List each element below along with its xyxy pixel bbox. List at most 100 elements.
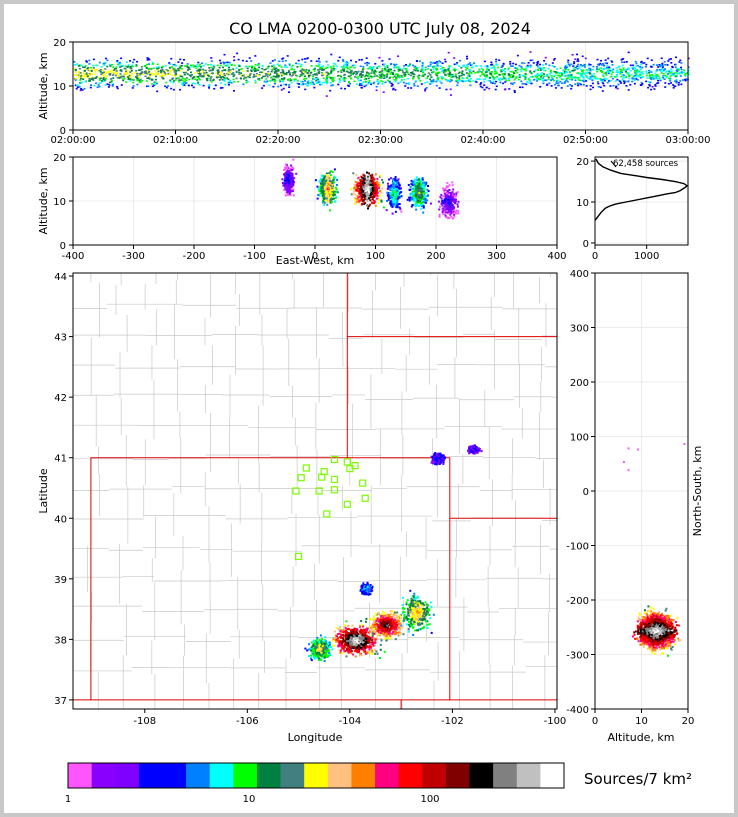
time-height-source <box>135 70 138 72</box>
time-height-source <box>452 69 455 71</box>
time-height-source <box>623 82 626 85</box>
time-height-source <box>90 84 92 86</box>
time-height-source <box>449 88 452 91</box>
time-height-source <box>663 78 666 80</box>
time-height-source <box>681 72 684 75</box>
time-height-source <box>371 69 373 71</box>
ew-height-source <box>448 212 451 215</box>
time-height-source <box>466 75 469 77</box>
time-height-source <box>405 69 408 72</box>
ew-height-source <box>377 183 380 186</box>
time-height-source <box>491 82 494 84</box>
time-height-source <box>678 72 681 74</box>
ew-height-source <box>331 187 334 190</box>
time-height-source <box>227 71 230 74</box>
ew-height-source <box>360 179 363 182</box>
ew-height-source <box>288 175 291 178</box>
time-height-source <box>362 68 364 71</box>
time-height-source <box>308 69 310 72</box>
time-height-source <box>618 71 621 73</box>
ew-height-source <box>370 174 373 177</box>
ew-height-source <box>366 179 369 182</box>
time-height-source <box>118 75 120 78</box>
time-height-source <box>550 79 553 81</box>
time-height-source <box>148 70 151 73</box>
time-height-source <box>529 70 532 72</box>
time-height-source <box>469 84 472 87</box>
time-height-source <box>529 59 532 62</box>
time-height-source <box>608 66 611 69</box>
time-height-source <box>581 65 584 67</box>
time-height-source <box>368 80 371 82</box>
time-height-source <box>116 72 119 75</box>
time-height-source <box>136 75 139 77</box>
time-height-source <box>656 82 659 85</box>
time-height-source <box>319 67 322 69</box>
time-height-source <box>600 64 603 66</box>
time-height-source <box>114 74 117 77</box>
time-height-source <box>175 73 177 76</box>
time-height-source <box>264 68 267 70</box>
time-height-source <box>296 82 299 85</box>
time-height-source <box>536 73 539 76</box>
time-height-source <box>625 61 628 63</box>
time-height-source <box>229 68 232 71</box>
ew-height-source <box>365 198 368 201</box>
time-height-source <box>354 76 357 78</box>
ew-height-source <box>400 191 403 194</box>
ew-height-source <box>398 192 401 195</box>
time-height-source <box>343 79 346 81</box>
ew-height-source <box>325 197 328 200</box>
time-height-source <box>434 65 437 67</box>
time-height-source <box>214 84 217 87</box>
time-height-source <box>513 90 516 92</box>
time-height-source <box>161 68 164 71</box>
time-height-source <box>204 63 207 65</box>
time-height-source <box>574 83 577 85</box>
time-height-source <box>497 78 500 81</box>
time-height-source <box>529 66 532 68</box>
time-height-source <box>599 62 602 65</box>
time-height-source <box>602 62 604 65</box>
time-height-source <box>87 76 90 79</box>
ew-height-source <box>379 184 382 187</box>
time-height-source <box>108 73 111 75</box>
ew-height-source <box>386 191 389 194</box>
time-height-source <box>78 76 81 78</box>
time-height-source <box>364 62 367 65</box>
time-height-source <box>313 70 316 72</box>
time-height-source <box>435 72 438 74</box>
time-height-source <box>541 79 544 81</box>
time-height-source <box>605 74 608 76</box>
time-height-source <box>440 68 442 70</box>
time-height-source <box>567 61 570 64</box>
time-height-source <box>223 53 226 56</box>
ew-height-source <box>374 186 377 189</box>
ew-height-source <box>369 199 372 202</box>
time-height-source <box>465 80 468 82</box>
time-height-source <box>182 84 185 87</box>
time-height-source <box>329 81 332 84</box>
time-height-source <box>124 67 127 70</box>
time-height-source <box>289 78 291 80</box>
altitude-histogram-line <box>594 158 689 221</box>
time-height-source <box>94 71 97 73</box>
time-height-source <box>596 58 599 61</box>
time-height-source <box>126 66 129 68</box>
time-height-source <box>125 69 128 71</box>
ew-height-source <box>390 184 393 187</box>
time-height-source <box>536 61 539 64</box>
time-height-source <box>88 80 91 82</box>
time-height-source <box>240 68 243 70</box>
ew-height-source <box>447 199 450 201</box>
time-height-source <box>136 60 139 63</box>
time-height-source <box>556 74 559 77</box>
ew-height-source <box>325 185 328 188</box>
time-height-source <box>138 79 141 82</box>
ew-height-source <box>418 186 421 189</box>
ew-height-source <box>456 191 459 194</box>
time-height-source <box>340 75 343 78</box>
time-height-source <box>686 72 689 74</box>
time-height-source <box>647 86 650 89</box>
time-height-source <box>585 75 588 77</box>
